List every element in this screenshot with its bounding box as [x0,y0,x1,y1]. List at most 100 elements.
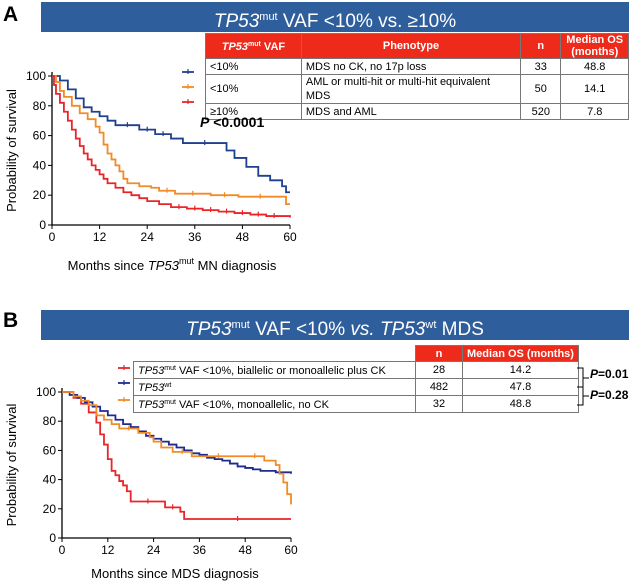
legend-gene: TP53 [138,399,165,411]
panel-a-series-line [52,75,290,194]
panel-a-legend-table: TP53mut VAF Phenotype n Median OS (month… [205,33,629,120]
panel-a-x-title-pre: Months since [68,258,148,273]
legend-sup: mut [164,399,176,406]
panel-a-y-title: Probability of survival [4,89,19,212]
legend-os: 14.1 [560,74,629,104]
panel-b-banner-sup2: wt [425,319,437,331]
legend-n: 482 [415,378,463,396]
panel-a-x-tick-label: 12 [93,230,107,244]
panel-b-x-tick-label: 12 [101,543,115,557]
panel-b-x-tick-label: 60 [284,543,298,557]
panel-a-letter: A [3,3,19,26]
panel-b-p-bracket [577,367,589,406]
panel-a-y-tick-label: 60 [33,129,47,143]
panel-b-banner-vs: vs. [350,319,375,340]
legend-os: 48.8 [560,58,629,75]
panel-a-banner-gene: TP53 [213,11,260,32]
panel-b-x-tick-label: 24 [147,543,161,557]
legend-header-median-os: Median OS (months) [560,33,629,59]
legend-vaf: <10% [205,58,302,75]
panel-b-x-tick-label: 48 [239,543,253,557]
panel-b-banner-post: MDS [436,319,484,340]
panel-b-x-tick-label: 36 [193,543,207,557]
legend-n: 50 [520,74,562,104]
p-text: =0.28 [598,388,629,402]
panel-a-x-tick-label: 24 [141,230,155,244]
legend-n: 520 [520,103,562,120]
panel-a-series-line [52,75,291,218]
panel-a-x-title: Months since TP53mut MN diagnosis [68,256,277,273]
legend-phenotype: AML or multi-hit or multi-hit equivalent… [300,74,522,104]
p-label: P [200,114,210,130]
panel-b-banner-gene2: TP53 [374,319,426,340]
legend-phenotype: MDS and AML [300,103,522,120]
legend-gene: TP53 [138,382,165,394]
panel-a-x-tick-label: 36 [188,230,202,244]
panel-a-banner: TP53mut VAF <10% vs. ≥10% [41,2,629,32]
panel-b-p-value-2: P=0.28 [590,388,628,402]
legend-label-text: VAF <10%, monoallelic, no CK [175,399,329,411]
panel-b-banner-mid: VAF <10% [249,319,351,340]
panel-b-legend-table: n Median OS (months) TP53mut VAF <10%, b… [133,345,579,413]
panel-a-y-tick-label: 0 [39,218,46,232]
panel-b-x-tick-label: 0 [59,543,66,557]
panel-b-series-line [62,391,292,474]
panel-b-y-tick-label: 80 [43,414,57,428]
legend-sup: wt [164,382,172,389]
legend-label-text: VAF <10%, biallelic or monoallelic plus … [175,365,386,377]
panel-a-x-title-sup: mut [179,256,195,266]
legend-vaf: <10% [205,74,302,104]
p-label: P [590,367,599,381]
legend-header-vaf-gene: TP53 [221,41,249,53]
legend-header-median-os: Median OS (months) [462,345,579,362]
legend-header-n: n [415,345,463,362]
panel-a-x-tick-label: 60 [283,230,297,244]
panel-a-banner-sup: mut [259,11,278,23]
legend-header-vaf-sup: mut [248,41,261,48]
panel-b-banner: TP53mut VAF <10% vs. TP53wt MDS [41,310,629,340]
panel-b-y-title: Probability of survival [4,403,19,526]
table-row: <10% AML or multi-hit or multi-hit equiv… [205,74,629,104]
panel-a-x-tick-label: 48 [236,230,250,244]
panel-a-y-tick-label: 80 [33,99,47,113]
table-row: TP53mut VAF <10%, monoallelic, no CK 32 … [133,395,579,413]
panel-a-y-tick-label: 40 [33,158,47,172]
legend-label: TP53mut VAF <10%, monoallelic, no CK [133,395,416,413]
panel-a-p-value: P <0.0001 [200,114,264,130]
panel-a-y-tick-label: 100 [26,69,46,83]
panel-b-y-tick-label: 0 [49,531,56,545]
panel-a-x-tick-label: 0 [49,230,56,244]
legend-os: 7.8 [560,103,629,120]
p-label: P [590,388,599,402]
panel-b-series-line [62,391,291,520]
panel-a-y-tick-label: 20 [33,188,47,202]
panel-b-y-tick-label: 100 [36,385,56,399]
legend-sup: mut [164,365,176,372]
panel-a-x-title-post: MN diagnosis [194,258,277,273]
table-row: <10% MDS no CK, no 17p loss 33 48.8 [205,58,629,75]
panel-b-y-tick-label: 20 [43,502,57,516]
panel-b-x-title: Months since MDS diagnosis [91,566,259,581]
panel-b-banner-gene: TP53 [186,319,232,340]
panel-a-x-title-gene: TP53 [148,258,180,273]
p-text: =0.01 [598,367,629,381]
panel-b-series-line [62,391,292,505]
table-row: TP53mut VAF <10%, biallelic or monoallel… [133,361,579,379]
panel-b-y-tick-label: 40 [43,473,57,487]
legend-header-vaf-rest: VAF [260,41,286,53]
panel-b-p-value-1: P=0.01 [590,367,628,381]
legend-header-blank [133,345,416,362]
panel-b-banner-sup: mut [231,319,250,331]
table-row: ≥10% MDS and AML 520 7.8 [205,103,629,120]
panel-b-letter: B [3,309,19,332]
legend-gene: TP53 [138,365,165,377]
p-text: <0.0001 [209,114,265,130]
panel-a-series-line [52,75,290,206]
legend-vaf: ≥10% [205,103,302,120]
panel-b-y-tick-label: 60 [43,443,57,457]
legend-n: 32 [415,395,463,413]
legend-os: 48.8 [462,395,579,413]
panel-a-banner-rest: VAF <10% vs. ≥10% [277,11,457,32]
legend-label: TP53mut VAF <10%, biallelic or monoallel… [133,361,416,379]
